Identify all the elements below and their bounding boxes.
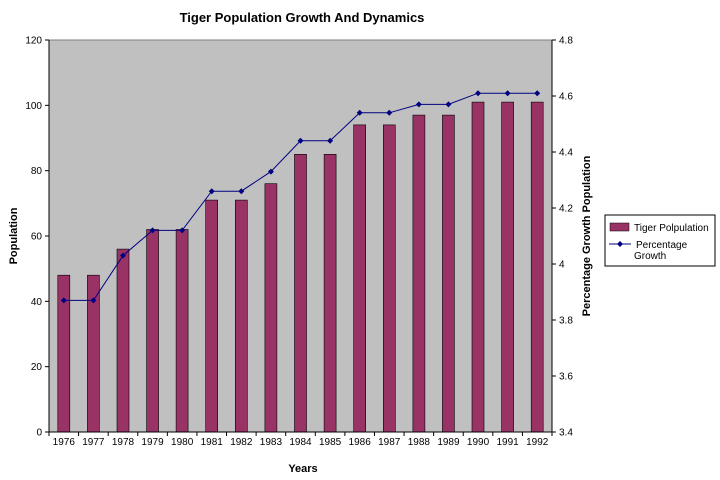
bar-1991 xyxy=(501,101,514,433)
x-tick-label-1983: 1983 xyxy=(260,437,283,448)
x-tick-label-1985: 1985 xyxy=(319,437,342,448)
legend-line-label: Percentage Growth xyxy=(634,240,690,262)
bar-1981 xyxy=(205,199,218,433)
growth-point-1988 xyxy=(415,101,422,108)
y-tick-label: 0 xyxy=(36,428,42,439)
bar-1978 xyxy=(116,248,130,433)
growth-point-1991 xyxy=(504,90,511,97)
x-axis-title: Years xyxy=(288,463,317,475)
x-tick-label-1991: 1991 xyxy=(496,437,519,448)
x-tick-label-1978: 1978 xyxy=(112,437,135,448)
growth-point-1987 xyxy=(386,109,393,116)
legend: Tiger Polpulation Percentage Growth xyxy=(604,214,716,267)
bar-1990 xyxy=(471,101,485,433)
y2-tick-label: 4.4 xyxy=(559,148,573,159)
x-tick-label-1986: 1986 xyxy=(349,437,372,448)
growth-point-1979 xyxy=(149,227,156,234)
bar-1982 xyxy=(235,199,248,433)
growth-point-1990 xyxy=(475,90,482,97)
x-tick-label-1989: 1989 xyxy=(437,437,460,448)
x-tick-label-1984: 1984 xyxy=(289,437,312,448)
x-tick-label-1988: 1988 xyxy=(408,437,431,448)
axes-layer: 0 20 40 60 80 100 120 3.4 3.6 3.8 4 4.2 4.4 4.6 4.8 197… xyxy=(25,36,573,449)
x-tick-label-1980: 1980 xyxy=(171,437,194,448)
growth-point-1986 xyxy=(356,109,363,116)
growth-point-1985 xyxy=(327,137,334,144)
growth-point-1983 xyxy=(267,168,274,175)
y2-tick-label: 4.6 xyxy=(559,92,573,103)
bar-1979 xyxy=(146,229,159,433)
chart-title: Tiger Population Growth And Dynamics xyxy=(180,10,425,25)
x-tick-label-1979: 1979 xyxy=(141,437,164,448)
bar-1984 xyxy=(294,154,307,433)
line-layer xyxy=(60,90,541,304)
bar-1985 xyxy=(323,154,337,433)
x-tick-label-1976: 1976 xyxy=(53,437,76,448)
bars-layer xyxy=(57,101,544,433)
y2-axis-title: Percentage Growth Population xyxy=(581,155,593,316)
x-tick-label-1977: 1977 xyxy=(82,437,105,448)
x-tick-label-1982: 1982 xyxy=(230,437,253,448)
y-tick-label: 100 xyxy=(25,101,42,112)
growth-point-1989 xyxy=(445,101,452,108)
x-tick-label-1981: 1981 xyxy=(201,437,224,448)
y2-tick-label: 4 xyxy=(559,260,565,271)
legend-bar-swatch xyxy=(609,222,630,232)
growth-point-1980 xyxy=(179,227,186,234)
growth-point-1978 xyxy=(119,252,126,259)
y-tick-label: 120 xyxy=(25,36,42,47)
y-tick-label: 60 xyxy=(31,232,43,243)
y2-tick-label: 3.8 xyxy=(559,316,573,327)
growth-point-1976 xyxy=(60,297,67,304)
legend-line-label-2: Growth xyxy=(634,251,666,262)
bar-1988 xyxy=(412,114,426,433)
legend-line-label-1: Percentage xyxy=(636,240,688,251)
growth-point-1992 xyxy=(534,90,541,97)
bar-1989 xyxy=(442,114,455,433)
growth-point-1977 xyxy=(90,297,97,304)
bar-1987 xyxy=(382,124,396,433)
y2-tick-label: 4.2 xyxy=(559,204,573,215)
bar-1986 xyxy=(353,124,367,433)
y-tick-label: 40 xyxy=(31,297,43,308)
y-axis-title: Population xyxy=(8,207,20,264)
bar-1980 xyxy=(175,229,189,433)
growth-point-1984 xyxy=(297,137,304,144)
x-tick-label-1992: 1992 xyxy=(526,437,549,448)
y-tick-label: 20 xyxy=(31,362,43,373)
y-tick-label: 80 xyxy=(31,166,43,177)
x-tick-label-1990: 1990 xyxy=(467,437,490,448)
x-tick-label-1987: 1987 xyxy=(378,437,401,448)
legend-bar-label: Tiger Polpulation xyxy=(634,223,709,234)
legend-line-marker xyxy=(617,241,623,247)
y2-tick-label: 3.6 xyxy=(559,372,573,383)
y2-tick-label: 3.4 xyxy=(559,428,573,439)
bar-1983 xyxy=(264,183,278,433)
growth-point-1982 xyxy=(238,188,245,195)
growth-point-1981 xyxy=(208,188,215,195)
bar-1992 xyxy=(530,101,544,433)
y2-tick-label: 4.8 xyxy=(559,36,573,47)
